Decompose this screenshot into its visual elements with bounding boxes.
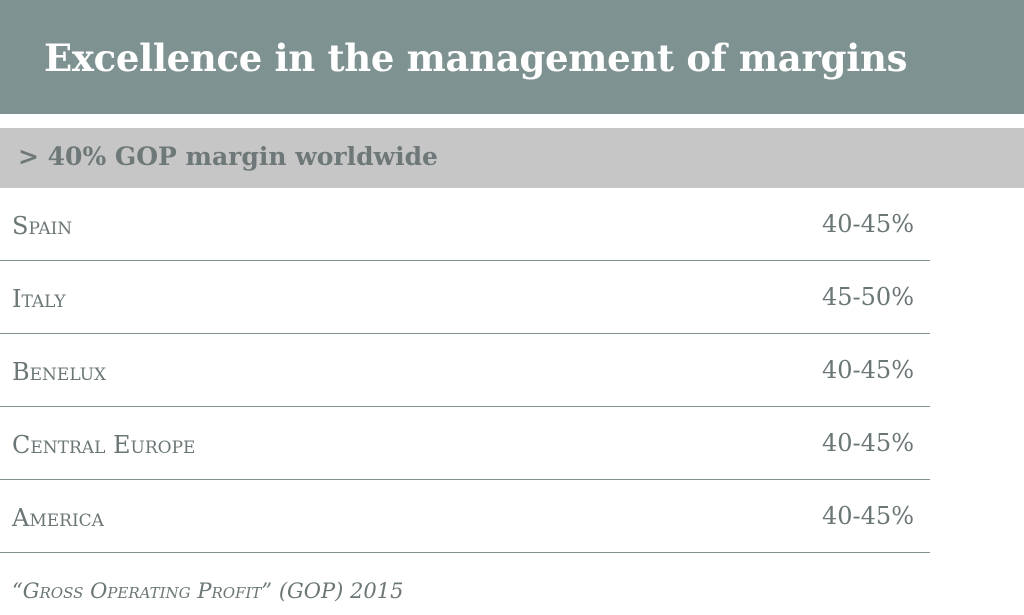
- margin-value: 40-45%: [822, 502, 914, 530]
- region-label: Spain: [12, 212, 73, 240]
- table-row: America 40-45%: [0, 480, 930, 553]
- region-label: Benelux: [12, 358, 107, 386]
- page-title: Excellence in the management of margins: [44, 36, 908, 80]
- margin-value: 45-50%: [822, 283, 914, 311]
- table-row: Central Europe 40-45%: [0, 407, 930, 480]
- footnote: “Gross Operating Profit” (GOP) 2015: [12, 579, 404, 603]
- subtitle: > 40% GOP margin worldwide: [18, 142, 438, 171]
- margin-table: Spain 40-45% Italy 45-50% Benelux 40-45%…: [0, 188, 930, 553]
- margin-value: 40-45%: [822, 429, 914, 457]
- table-row: Benelux 40-45%: [0, 334, 930, 407]
- margin-value: 40-45%: [822, 210, 914, 238]
- region-label: Central Europe: [12, 431, 196, 459]
- region-label: Italy: [12, 285, 66, 313]
- table-row: Spain 40-45%: [0, 188, 930, 261]
- subtitle-band: > 40% GOP margin worldwide: [0, 128, 1024, 188]
- title-band: Excellence in the management of margins: [0, 0, 1024, 114]
- margin-value: 40-45%: [822, 356, 914, 384]
- region-label: America: [12, 504, 104, 532]
- table-row: Italy 45-50%: [0, 261, 930, 334]
